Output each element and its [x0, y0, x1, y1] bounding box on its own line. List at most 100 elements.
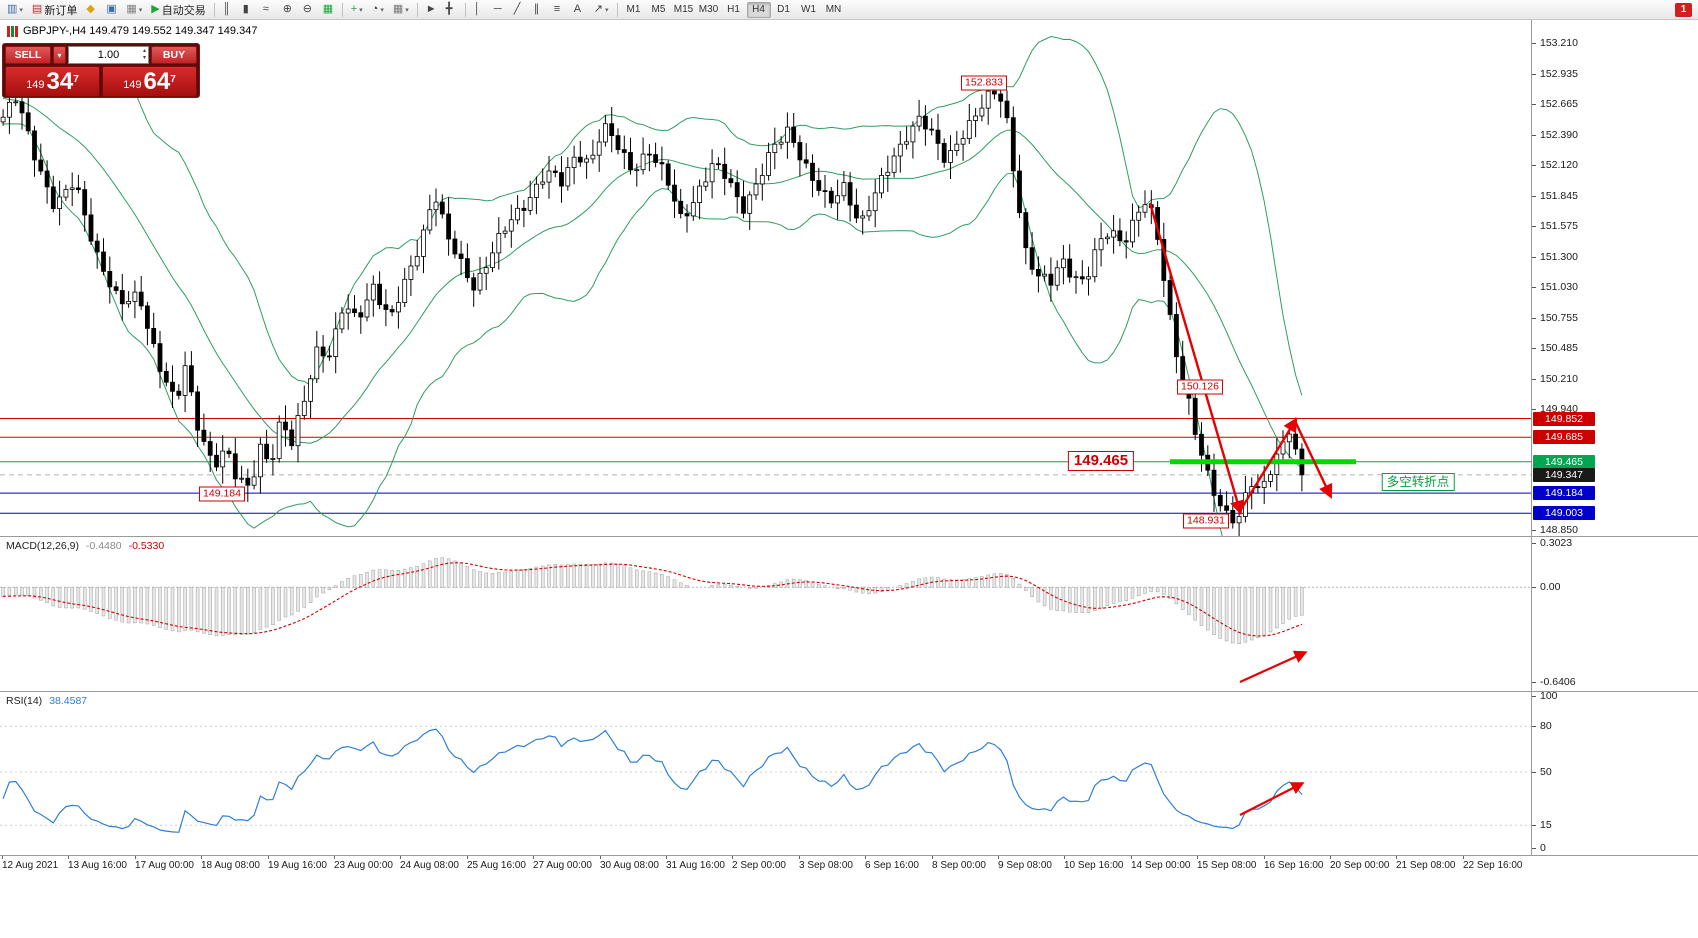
- pane-separator[interactable]: [0, 536, 1698, 537]
- trendline-button[interactable]: ╱: [510, 1, 529, 18]
- buy-button[interactable]: BUY: [151, 46, 197, 64]
- macd-arrow[interactable]: [1239, 650, 1308, 684]
- macd-histogram-bar: [440, 557, 445, 588]
- lot-spinner[interactable]: ▴ ▾: [143, 48, 146, 62]
- cursor-button[interactable]: ►: [422, 1, 441, 18]
- channel-icon: ∥: [533, 3, 540, 15]
- sell-price[interactable]: 149 34 7: [5, 66, 100, 97]
- trend-arrow[interactable]: [1148, 202, 1245, 516]
- candle-body: [163, 370, 169, 383]
- horizontal-line-button[interactable]: ─: [490, 1, 509, 18]
- zoom-out-button[interactable]: ⊖: [299, 1, 318, 18]
- tile-windows-button[interactable]: ▦: [319, 1, 338, 18]
- macd-histogram-bar: [1017, 583, 1022, 588]
- arrows-button[interactable]: ↗ ▾: [590, 1, 613, 18]
- text-button[interactable]: A: [570, 1, 589, 18]
- new-chart-button[interactable]: ▥ ▾: [3, 1, 27, 18]
- macd-histogram-bar: [26, 587, 30, 596]
- timeframe-m15-button[interactable]: M15: [673, 4, 694, 15]
- macd-histogram-bar: [848, 587, 852, 591]
- vertical-line-button[interactable]: │: [470, 1, 489, 18]
- macd-histogram-bar: [967, 578, 972, 588]
- macd-histogram-bar: [860, 587, 865, 594]
- fibonacci-button[interactable]: ≡: [550, 1, 569, 18]
- timeframe-h4-button[interactable]: H4: [746, 1, 771, 18]
- candle-body: [446, 213, 452, 240]
- macd-histogram-bar: [327, 587, 332, 591]
- time-axis-label: 12 Aug 2021: [2, 860, 59, 871]
- price-axis[interactable]: 153.210 152.935 152.665 152.390 152.120 151.8…: [1531, 20, 1698, 855]
- pane-separator[interactable]: [0, 855, 1698, 856]
- autotrading-button[interactable]: ▶ 自动交易: [147, 1, 209, 18]
- candle-body: [50, 186, 56, 209]
- indicators-button[interactable]: + ▾: [347, 1, 367, 18]
- macd-histogram-bar: [747, 587, 752, 589]
- macd-histogram-bar: [220, 587, 225, 636]
- macd-histogram-bar: [597, 563, 601, 588]
- order-type-dropdown[interactable]: ▾: [53, 46, 66, 64]
- sell-button[interactable]: SELL: [5, 46, 51, 64]
- candles-chart-icon: ▮: [242, 3, 249, 15]
- trend-arrow[interactable]: [1293, 420, 1333, 499]
- lot-size-input[interactable]: 1.00 ▴ ▾: [68, 46, 149, 64]
- price-axis-label: 150.210: [1540, 373, 1578, 385]
- new-order-button[interactable]: ▤ 新订单: [28, 1, 81, 18]
- timeframe-m1-button[interactable]: M1: [626, 4, 641, 15]
- timeframe-d1-button[interactable]: D1: [777, 4, 790, 15]
- guide-button[interactable]: ◆: [82, 1, 101, 18]
- macd-histogram-bar: [484, 572, 488, 588]
- price-tag: 149.347: [1533, 468, 1595, 482]
- candle-body: [283, 421, 288, 431]
- periods-button[interactable]: ◔ ▾: [368, 1, 388, 18]
- macd-histogram-bar: [1249, 587, 1254, 641]
- main-chart[interactable]: [0, 20, 1531, 536]
- timeframe-h1-button[interactable]: H1: [727, 4, 740, 15]
- macd-histogram-bar: [227, 587, 231, 635]
- candle-body: [0, 116, 6, 123]
- candle-body: [1067, 258, 1073, 278]
- candle-body: [697, 185, 702, 204]
- macd-histogram-bar: [660, 574, 664, 588]
- macd-histogram-bar: [1237, 587, 1241, 644]
- time-axis-tick: [268, 856, 269, 859]
- profiles-button[interactable]: ▦ ▾: [122, 1, 146, 18]
- macd-histogram-bar: [497, 572, 501, 588]
- macd-histogram-bar: [1111, 587, 1116, 604]
- rsi-arrow[interactable]: [1239, 782, 1305, 816]
- macd-histogram-bar: [973, 577, 978, 588]
- macd-pane[interactable]: [0, 537, 1531, 691]
- chevron-down-icon: ▾: [380, 6, 384, 14]
- trend-arrow[interactable]: [1238, 417, 1298, 512]
- zoom-in-button[interactable]: ⊕: [279, 1, 298, 18]
- timeframe-mn-button[interactable]: MN: [825, 4, 842, 15]
- macd-axis-tick: [1532, 543, 1536, 544]
- spinner-down-icon[interactable]: ▾: [142, 55, 146, 61]
- candles-chart-button[interactable]: ▮: [239, 1, 258, 18]
- channel-button[interactable]: ∥: [530, 1, 549, 18]
- line-chart-button[interactable]: ≈: [259, 1, 278, 18]
- time-axis[interactable]: 12 Aug 2021 13 Aug 16:00 17 Aug 00:00 18 Au…: [0, 856, 1531, 938]
- crosshair-button[interactable]: ╋: [442, 1, 461, 18]
- buy-price[interactable]: 149 64 7: [102, 66, 197, 97]
- templates-button[interactable]: ▦ ▾: [389, 1, 413, 18]
- macd-histogram-bar: [804, 580, 808, 588]
- price-axis-label: 151.030: [1540, 281, 1578, 293]
- price-axis-tick: [1532, 135, 1536, 136]
- bars-chart-button[interactable]: ║: [219, 1, 238, 18]
- one-click-trading-panel: SELL ▾ 1.00 ▴ ▾ BUY 149 34 7 149 64: [2, 43, 200, 98]
- timeframe-m5-button[interactable]: M5: [651, 4, 666, 15]
- notification-badge[interactable]: 1: [1675, 2, 1692, 17]
- candle-body: [13, 101, 19, 104]
- price-axis-label: 152.120: [1540, 159, 1578, 171]
- market-button[interactable]: ▣: [102, 1, 121, 18]
- pane-separator[interactable]: [0, 691, 1698, 692]
- candle-body: [1086, 276, 1091, 280]
- spinner-up-icon[interactable]: ▴: [142, 48, 146, 54]
- fibonacci-icon: ≡: [553, 3, 561, 15]
- candle-body: [941, 143, 947, 163]
- candle-body: [214, 454, 219, 468]
- timeframe-m30-button[interactable]: M30: [698, 4, 719, 15]
- rsi-pane[interactable]: [0, 692, 1531, 854]
- chart-title-text: GBPJPY-,H4 149.479 149.552 149.347 149.3…: [23, 25, 258, 37]
- timeframe-w1-button[interactable]: W1: [801, 4, 816, 15]
